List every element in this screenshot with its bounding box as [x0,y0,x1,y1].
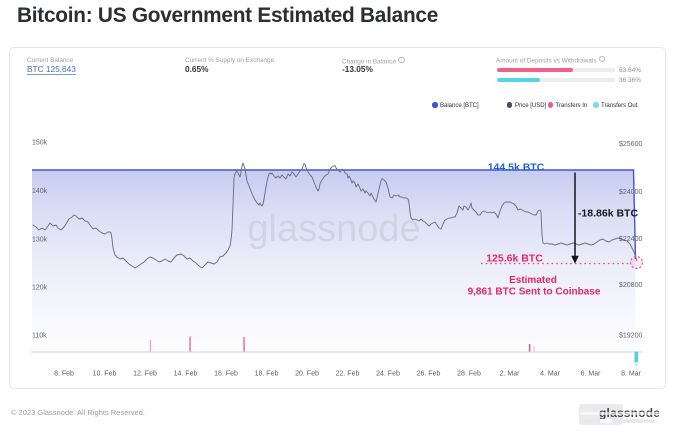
svg-text:glassnode: glassnode [247,208,420,250]
svg-text:20. Feb: 20. Feb [295,371,319,378]
svg-text:12. Feb: 12. Feb [133,371,157,378]
svg-text:8. Feb: 8. Feb [54,371,74,378]
svg-text:$19200: $19200 [619,333,642,340]
svg-text:18. Feb: 18. Feb [255,371,279,378]
svg-text:$24000: $24000 [619,189,642,196]
svg-text:16. Feb: 16. Feb [214,371,238,378]
svg-text:2. Mar: 2. Mar [500,371,521,378]
svg-text:Estimated: Estimated [509,275,557,286]
svg-text:$25600: $25600 [619,141,642,148]
svg-text:22. Feb: 22. Feb [336,371,360,378]
svg-text:$20800: $20800 [619,282,642,289]
svg-text:24. Feb: 24. Feb [376,371,400,378]
svg-text:8. Mar: 8. Mar [621,371,642,378]
svg-text:-18.86k BTC: -18.86k BTC [578,208,639,220]
svg-text:10. Feb: 10. Feb [93,371,117,378]
svg-text:144.5k BTC: 144.5k BTC [488,162,545,174]
svg-text:110k: 110k [32,333,47,340]
svg-text:125.6k BTC: 125.6k BTC [486,253,543,265]
svg-text:130k: 130k [32,237,48,244]
svg-text:14. Feb: 14. Feb [174,371,198,378]
svg-text:28. Feb: 28. Feb [457,371,481,378]
svg-text:$22400: $22400 [619,236,642,243]
svg-text:4. Mar: 4. Mar [540,371,561,378]
svg-text:140k: 140k [32,188,48,195]
svg-text:26. Feb: 26. Feb [417,371,441,378]
svg-text:120k: 120k [32,285,48,292]
svg-text:6. Mar: 6. Mar [581,371,602,378]
svg-text:9,861 BTC Sent to Coinbase: 9,861 BTC Sent to Coinbase [468,287,601,298]
svg-text:150k: 150k [32,140,48,147]
